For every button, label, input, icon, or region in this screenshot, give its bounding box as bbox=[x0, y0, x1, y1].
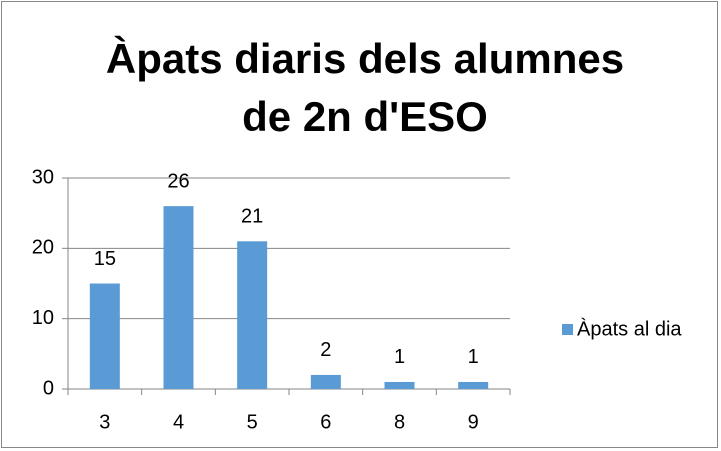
data-label: 1 bbox=[468, 346, 479, 368]
data-label: 1 bbox=[394, 346, 405, 368]
bar bbox=[163, 206, 194, 389]
bar bbox=[384, 381, 415, 389]
x-tick-label: 3 bbox=[99, 411, 110, 433]
x-tick-label: 8 bbox=[394, 411, 405, 433]
data-label: 15 bbox=[94, 248, 116, 270]
bar bbox=[458, 381, 489, 389]
x-tick-label: 9 bbox=[468, 411, 479, 433]
bar bbox=[89, 283, 120, 389]
legend-label: Àpats al dia bbox=[577, 317, 682, 340]
x-tick-label: 4 bbox=[173, 411, 184, 433]
legend-swatch bbox=[562, 324, 573, 335]
data-label: 26 bbox=[167, 170, 189, 192]
chart-title: Àpats diaris dels alumnes de 2n d'ESO bbox=[105, 35, 625, 140]
y-tick-label: 20 bbox=[32, 237, 54, 259]
x-tick-label: 5 bbox=[247, 411, 258, 433]
bar bbox=[237, 241, 268, 389]
y-tick-label: 0 bbox=[43, 377, 54, 399]
data-label: 2 bbox=[320, 339, 331, 361]
data-label: 21 bbox=[241, 206, 263, 228]
x-tick-label: 6 bbox=[320, 411, 331, 433]
y-tick-label: 10 bbox=[32, 307, 54, 329]
bar bbox=[310, 374, 341, 389]
y-tick-label: 30 bbox=[32, 166, 54, 188]
